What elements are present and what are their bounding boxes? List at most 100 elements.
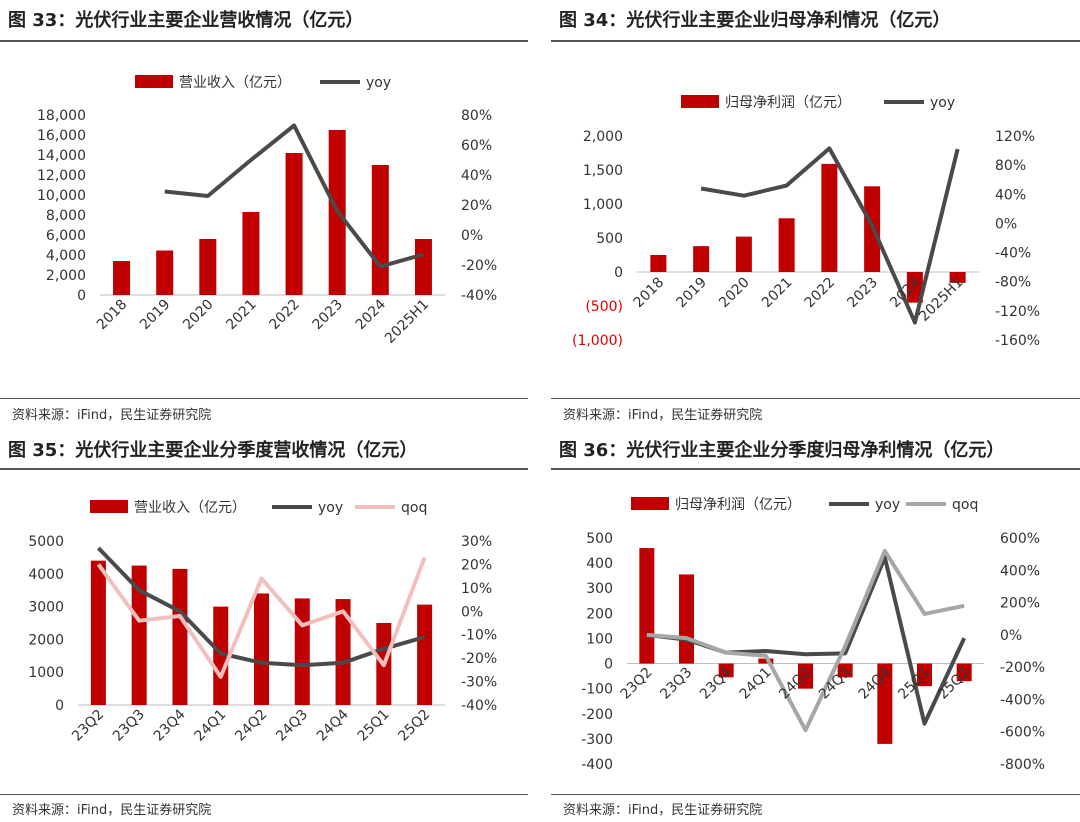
bar (956, 663, 972, 682)
chart-panel-35: 图 35：光伏行业主要企业分季度营收情况（亿元） 营业收入（亿元） yoy qoq 0… (0, 430, 540, 822)
bar (693, 246, 710, 272)
x-tick-label: 23Q2 (69, 707, 107, 745)
y-tick-left: 1,500 (583, 163, 623, 179)
y-tick-right: -40% (461, 698, 497, 714)
legend-label: yoy (875, 497, 900, 513)
y-tick-left: 500 (596, 231, 623, 247)
legend-swatch-bar (90, 500, 128, 513)
x-tick-label: 23Q3 (110, 707, 148, 745)
series-line-qoq (646, 548, 965, 733)
y-tick-left: 100 (586, 631, 613, 647)
y-tick-left: (1,000) (572, 333, 623, 349)
chart-canvas-34: 归母净利润（亿元） yoy (1,000) (500) 0 500 1,000 1,500 2,… (572, 94, 1040, 349)
series-line-qoq (96, 556, 427, 679)
legend-swatch-bar (631, 497, 669, 510)
x-tick-label: 23Q3 (657, 665, 695, 703)
bar (131, 565, 147, 705)
chart-title-34: 图 34：光伏行业主要企业归母净利情况（亿元） (559, 10, 951, 31)
y-tick-right: 120% (995, 129, 1035, 145)
x-tick-label: 2025H1 (382, 297, 432, 347)
legend-label: 归母净利润（亿元） (725, 94, 851, 111)
x-tick-label: 2019 (673, 275, 710, 312)
chart-title-35: 图 35：光伏行业主要企业分季度营收情况（亿元） (8, 440, 418, 461)
y-tick-right: 60% (461, 138, 492, 154)
y-tick-left: 200 (586, 606, 613, 622)
series-line-yoy (96, 546, 426, 668)
source-note: 资料来源：iFind，民生证券研究院 (12, 803, 212, 818)
x-tick-label: 2023 (844, 275, 881, 312)
y-tick-left: 0 (614, 265, 623, 281)
legend-label: 营业收入（亿元） (134, 500, 246, 516)
source-note: 资料来源：iFind，民生证券研究院 (12, 408, 212, 423)
source-rule (0, 398, 528, 399)
y-tick-right: 0% (461, 604, 483, 620)
source-note: 资料来源：iFind，民生证券研究院 (563, 803, 763, 818)
bar (156, 250, 174, 295)
bar (113, 261, 131, 295)
chart-panel-33: 图 33：光伏行业主要企业营收情况（亿元） 营业收入（亿元） yoy 0 2,000 4… (0, 0, 540, 423)
x-tick-label: 24Q1 (737, 665, 775, 703)
y-tick-left: 0 (77, 288, 86, 304)
x-tick-label: 2024 (353, 296, 390, 333)
y-tick-right: 80% (461, 108, 492, 124)
y-tick-right: 0% (995, 216, 1017, 232)
chart-title-33: 图 33：光伏行业主要企业营收情况（亿元） (8, 10, 364, 31)
y-tick-left: -200 (581, 707, 613, 723)
y-tick-right: -120% (995, 304, 1040, 320)
y-tick-left: 3000 (28, 600, 64, 616)
y-tick-left: 6,000 (46, 228, 86, 244)
bar (414, 239, 432, 295)
x-tick-label: 24Q2 (232, 707, 270, 745)
bar (917, 663, 932, 687)
y-tick-left: 2,000 (46, 268, 86, 284)
x-tick-label: 24Q4 (314, 706, 352, 744)
y-tick-right: -160% (995, 333, 1040, 349)
bar (335, 599, 351, 705)
y-tick-left: 300 (586, 581, 613, 597)
y-tick-left: 14,000 (37, 148, 86, 164)
y-tick-left: 8,000 (46, 208, 86, 224)
bar (242, 212, 260, 295)
y-tick-left: 2,000 (583, 129, 623, 145)
bar (294, 598, 310, 705)
bar (371, 165, 389, 295)
legend-label: yoy (930, 95, 955, 111)
chart-title-36: 图 36：光伏行业主要企业分季度归母净利情况（亿元） (559, 440, 1005, 461)
y-tick-right: 0% (1000, 628, 1022, 644)
bar (778, 218, 795, 272)
y-tick-left: 400 (586, 556, 613, 572)
y-tick-right: 600% (1000, 531, 1040, 547)
y-tick-left: 18,000 (37, 108, 86, 124)
y-tick-right: 20% (461, 198, 492, 214)
x-tick-label: 23Q4 (151, 706, 189, 744)
source-note: 资料来源：iFind，民生证券研究院 (563, 408, 763, 423)
bar (798, 663, 813, 689)
legend-label: yoy (318, 500, 343, 516)
source-rule (551, 794, 1080, 795)
y-tick-right: -200% (1000, 660, 1045, 676)
legend-swatch-bar (135, 75, 173, 88)
y-tick-left: 0 (55, 698, 64, 714)
bar (254, 593, 269, 705)
series-line-yoy (164, 123, 424, 269)
y-tick-right: -400% (1000, 692, 1045, 708)
title-rule (0, 468, 528, 470)
y-tick-right: -600% (1000, 725, 1045, 741)
y-tick-right: -80% (995, 275, 1031, 291)
bar (199, 239, 217, 295)
bar (172, 568, 188, 705)
title-rule (0, 40, 528, 42)
bar (285, 153, 303, 295)
y-tick-left: (500) (585, 299, 623, 315)
y-tick-right: -800% (1000, 757, 1045, 773)
bar (837, 663, 853, 678)
y-tick-left: 12,000 (37, 168, 86, 184)
y-tick-left: 2000 (28, 632, 64, 648)
bar (718, 663, 734, 678)
x-tick-label: 25Q2 (395, 707, 433, 745)
legend-label: qoq (401, 500, 427, 516)
x-tick-label: 23Q2 (618, 665, 656, 703)
x-tick-label: 2022 (802, 275, 839, 312)
y-tick-right: -40% (461, 288, 497, 304)
y-tick-right: -40% (995, 246, 1031, 262)
